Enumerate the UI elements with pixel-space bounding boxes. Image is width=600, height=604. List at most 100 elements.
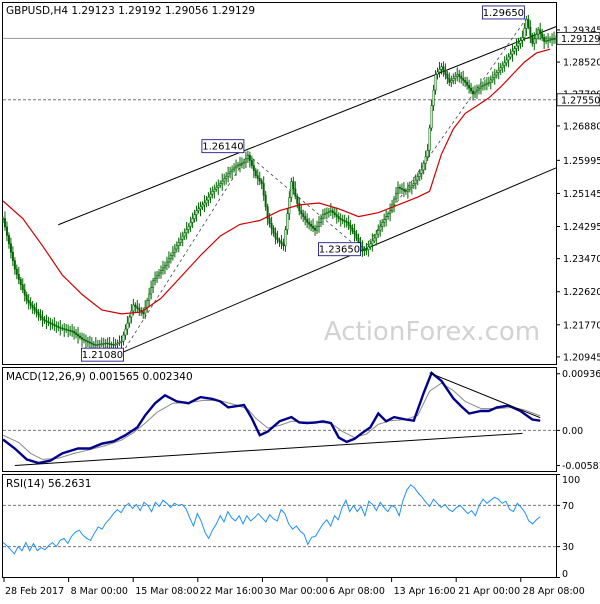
candle-body bbox=[227, 173, 230, 177]
candle-body bbox=[343, 220, 346, 222]
candle-body bbox=[547, 39, 550, 42]
candle-body bbox=[53, 324, 56, 326]
candle-body bbox=[448, 78, 451, 83]
candle-body bbox=[154, 277, 157, 282]
candle-body bbox=[475, 89, 478, 93]
candle-body bbox=[57, 326, 60, 328]
price-callout-box bbox=[201, 139, 245, 154]
candle-body bbox=[132, 304, 135, 312]
time-axis-label: 13 Apr 16:00 bbox=[394, 586, 456, 597]
candle-body bbox=[537, 29, 540, 35]
candle-body bbox=[513, 48, 516, 52]
candle-body bbox=[353, 230, 356, 235]
candle-body bbox=[75, 332, 78, 335]
candle-body bbox=[541, 33, 544, 38]
candle-body bbox=[545, 40, 548, 42]
candle-body bbox=[73, 331, 76, 334]
candle-body bbox=[221, 180, 224, 184]
price-tag-label: 1.27550 bbox=[561, 95, 600, 106]
candle-body bbox=[323, 213, 326, 215]
candle-body bbox=[501, 64, 504, 68]
candle-body bbox=[349, 225, 352, 229]
candle-body bbox=[37, 312, 40, 316]
candle-body bbox=[371, 240, 374, 245]
candle-body bbox=[195, 210, 198, 215]
candle-body bbox=[205, 199, 208, 204]
price-callout-label: 1.29650 bbox=[483, 8, 524, 19]
candle-body bbox=[430, 105, 433, 129]
candle-body bbox=[84, 339, 87, 342]
candle-body bbox=[477, 87, 480, 91]
candle-body bbox=[146, 300, 149, 308]
price-axis-label: 1.20945 bbox=[563, 352, 600, 363]
candle-body bbox=[240, 162, 243, 165]
candle-body bbox=[144, 306, 147, 315]
candle-body bbox=[126, 322, 129, 330]
symbol-header: GBPUSD,H4 1.29123 1.29192 1.29056 1.2912… bbox=[6, 5, 255, 17]
candle-body bbox=[264, 194, 267, 208]
candle-body bbox=[483, 83, 486, 86]
candle-body bbox=[470, 87, 473, 92]
price-callout-box bbox=[481, 5, 525, 20]
macd-trendline bbox=[14, 432, 523, 466]
candle-body bbox=[27, 299, 30, 304]
candle-body bbox=[294, 188, 297, 197]
candle-body bbox=[499, 67, 502, 71]
candle-body bbox=[67, 329, 70, 331]
price-axis-label: 1.25995 bbox=[563, 156, 600, 167]
candle-body bbox=[509, 53, 512, 58]
candle-body bbox=[290, 181, 293, 198]
candle-body bbox=[525, 18, 528, 29]
candle-body bbox=[456, 74, 459, 77]
candle-body bbox=[420, 169, 423, 174]
candle-body bbox=[90, 342, 93, 345]
candle-body bbox=[424, 156, 427, 164]
candle-body bbox=[193, 214, 196, 219]
rsi-line bbox=[2, 484, 541, 555]
candle-body bbox=[408, 187, 411, 190]
candle-body bbox=[231, 169, 234, 173]
candle-body bbox=[229, 171, 232, 175]
price-callout-box bbox=[81, 347, 124, 362]
candle-body bbox=[337, 216, 340, 219]
candle-body bbox=[276, 237, 279, 241]
candle-body bbox=[185, 229, 188, 234]
candle-body bbox=[523, 28, 526, 38]
candle-body bbox=[225, 175, 228, 179]
candle-body bbox=[272, 227, 275, 234]
candle-body bbox=[268, 218, 271, 224]
candle-body bbox=[152, 280, 155, 288]
candle-body bbox=[539, 29, 542, 34]
candle-body bbox=[381, 222, 384, 227]
price-callout-label: 1.23650 bbox=[319, 245, 360, 256]
price-axis-label: 1.23470 bbox=[563, 254, 600, 265]
candle-body bbox=[296, 195, 299, 204]
candle-body bbox=[410, 185, 413, 188]
candle-body bbox=[114, 343, 117, 346]
candle-body bbox=[11, 251, 14, 262]
price-axis-label: 1.29345 bbox=[563, 25, 600, 36]
rsi-axis-label: 0 bbox=[562, 569, 568, 580]
candle-body bbox=[128, 316, 131, 324]
candle-body bbox=[171, 251, 174, 256]
candle-body bbox=[250, 160, 253, 166]
candle-body bbox=[25, 294, 28, 301]
candle-body bbox=[45, 320, 48, 322]
price-tag-box bbox=[556, 93, 600, 107]
macd-pane-frame bbox=[2, 367, 557, 472]
candle-body bbox=[387, 213, 390, 217]
candle-body bbox=[327, 211, 330, 213]
macd-main-line bbox=[2, 370, 541, 465]
candle-body bbox=[179, 238, 182, 243]
rsi-pane-frame bbox=[2, 474, 557, 578]
candle-body bbox=[418, 172, 421, 177]
candle-body bbox=[505, 59, 508, 64]
candle-body bbox=[282, 243, 285, 247]
candle-body bbox=[187, 226, 190, 230]
candle-body bbox=[529, 26, 532, 36]
candle-body bbox=[438, 69, 441, 73]
macd-axis-label: -0.005819 bbox=[562, 461, 600, 472]
rsi-pane bbox=[2, 484, 556, 555]
candle-body bbox=[497, 69, 500, 73]
